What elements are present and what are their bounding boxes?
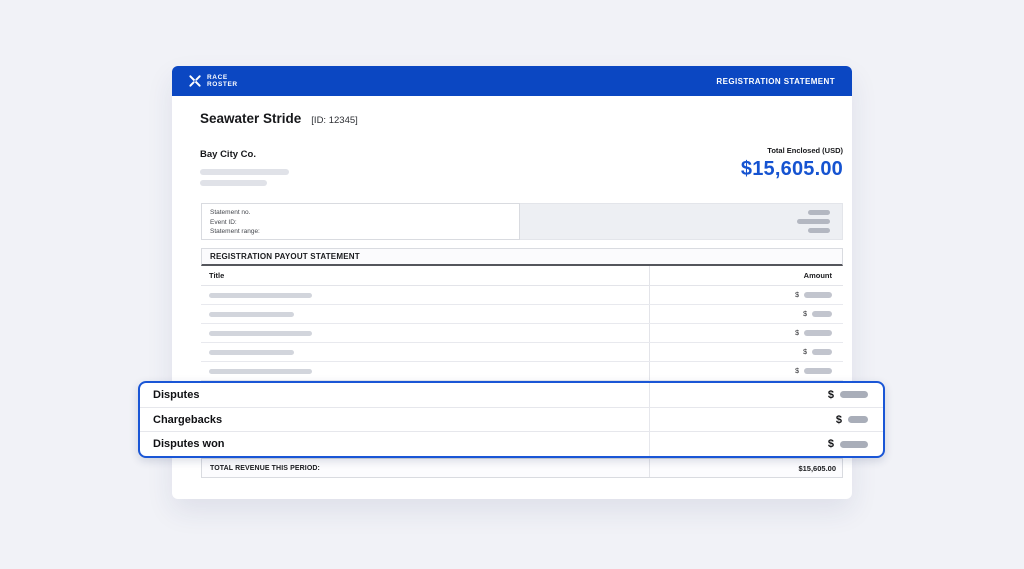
event-id: [ID: 12345] [311,115,358,126]
payout-table-column-headers: Title Amount [201,266,843,286]
organizer-address-placeholder-bar [200,180,267,186]
title-column-header-cell: Title [201,266,649,285]
currency-symbol: $ [827,388,834,401]
disputes-won-row-label: Disputes won [153,438,225,451]
event-id-placeholder-pill [797,219,830,224]
row-amount-placeholder-pill [804,292,832,298]
chargebacks-row-label: Chargebacks [153,413,223,426]
event-id-label: Event ID: [210,218,237,226]
event-name: Seawater Stride [200,111,302,126]
title-column-header: Title [209,271,225,280]
currency-symbol: $ [795,291,799,299]
disputes-won-row: Disputes won $ [140,432,883,456]
total-revenue-label: TOTAL REVENUE THIS PERIOD: [210,464,320,472]
brand-line2: ROSTER [207,81,238,88]
currency-symbol: $ [795,367,799,375]
race-roster-logo-icon [188,74,202,88]
total-enclosed-amount: $15,605.00 [740,158,843,180]
statement-info-box: Statement no. Event ID: Statement range: [201,203,843,240]
chargebacks-row: Chargebacks $ [140,407,883,433]
total-revenue-amount: $15,605.00 [798,463,836,473]
table-row-placeholder: $ [201,305,843,324]
registration-statement-card: RACE ROSTER REGISTRATION STATEMENT Seawa… [138,66,885,499]
disputes-row: Disputes $ [140,383,883,408]
table-row-placeholder: $ [201,286,843,305]
row-title-placeholder-bar [209,349,294,355]
currency-symbol: $ [803,348,807,356]
row-title-placeholder-bar [209,368,312,374]
total-enclosed-label: Total Enclosed (USD) [767,146,843,155]
currency-symbol: $ [835,413,842,426]
payout-table-title: REGISTRATION PAYOUT STATEMENT [201,248,843,266]
currency-symbol: $ [803,310,807,318]
event-heading: Seawater Stride [ID: 12345] [200,111,358,126]
total-revenue-row: TOTAL REVENUE THIS PERIOD: $15,605.00 [201,458,843,478]
row-amount-placeholder-pill [804,330,832,336]
statement-info-values-panel [520,203,843,240]
statement-range-placeholder-pill [808,228,830,233]
organizer-name: Bay City Co. [200,149,256,160]
organizer-address-placeholder-bar [200,169,289,175]
amount-column-header: Amount [803,271,832,280]
row-amount-placeholder-pill [812,349,832,355]
payout-table: REGISTRATION PAYOUT STATEMENT Title Amou… [201,248,843,478]
currency-symbol: $ [827,438,834,451]
amount-column-header-cell: Amount [649,266,843,285]
disputes-amount-placeholder-pill [840,391,868,399]
disputes-won-amount-placeholder-pill [840,440,868,448]
table-row-placeholder: $ [201,343,843,362]
row-title-placeholder-bar [209,330,312,336]
row-title-placeholder-bar [209,292,312,298]
chargebacks-amount-placeholder-pill [848,416,868,423]
row-amount-placeholder-pill [812,311,832,317]
brand-line1: RACE [207,74,228,81]
table-row-placeholder: $ [201,324,843,343]
brand-wordmark: RACE ROSTER [207,74,238,88]
statement-no-label: Statement no. [210,209,251,216]
total-enclosed-block: Total Enclosed (USD) $15,605.00 [741,146,843,181]
currency-symbol: $ [795,329,799,337]
row-title-placeholder-bar [209,311,294,317]
statement-info-fields: Statement no. Event ID: Statement range: [201,203,520,240]
statement-no-placeholder-pill [808,210,830,215]
statement-header-bar: RACE ROSTER REGISTRATION STATEMENT [172,66,852,96]
disputes-row-label: Disputes [153,388,200,401]
disputes-highlight-callout: Disputes $ Chargebacks $ Disputes won $ [138,381,885,458]
table-row-placeholder: $ [201,362,843,381]
row-amount-placeholder-pill [804,368,832,374]
race-roster-logo: RACE ROSTER [188,74,238,88]
statement-header-title: REGISTRATION STATEMENT [716,76,835,86]
statement-range-label: Statement range: [210,228,260,235]
